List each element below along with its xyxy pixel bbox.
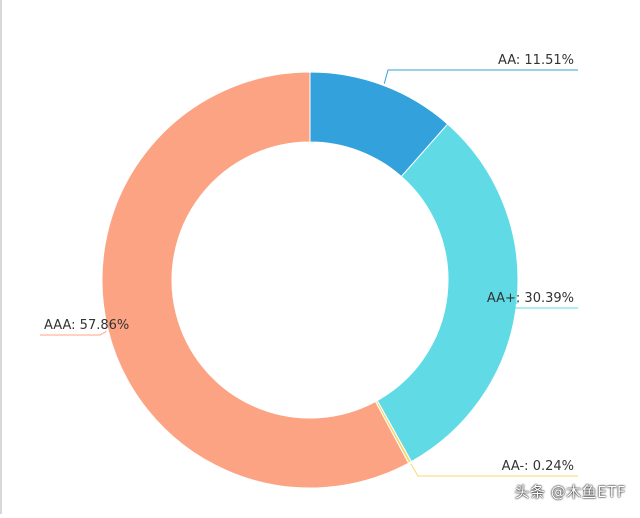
data-label-aa-plus: AA+: 30.39%: [487, 291, 574, 306]
leader-line-aa-minus: [410, 463, 578, 477]
watermark: 头条 @木鱼ETF: [514, 483, 626, 501]
leader-line-aa-plus: [499, 301, 578, 309]
data-label-aaa: AAA: 57.86%: [44, 318, 129, 333]
data-label-aa-minus: AA-: 0.24%: [502, 459, 574, 474]
slice-aa-plus: [376, 123, 519, 463]
slice-aaa: [101, 71, 410, 489]
panel-edge: [0, 0, 2, 514]
leader-line-aa: [383, 69, 578, 84]
leader-line-aaa: [40, 330, 107, 336]
data-label-aa: AA: 11.51%: [498, 53, 574, 68]
labels-group: AA: 11.51% AA+: 30.39% AA-: 0.24% AAA: 57.8…: [40, 53, 578, 477]
slices-group: [101, 71, 519, 489]
